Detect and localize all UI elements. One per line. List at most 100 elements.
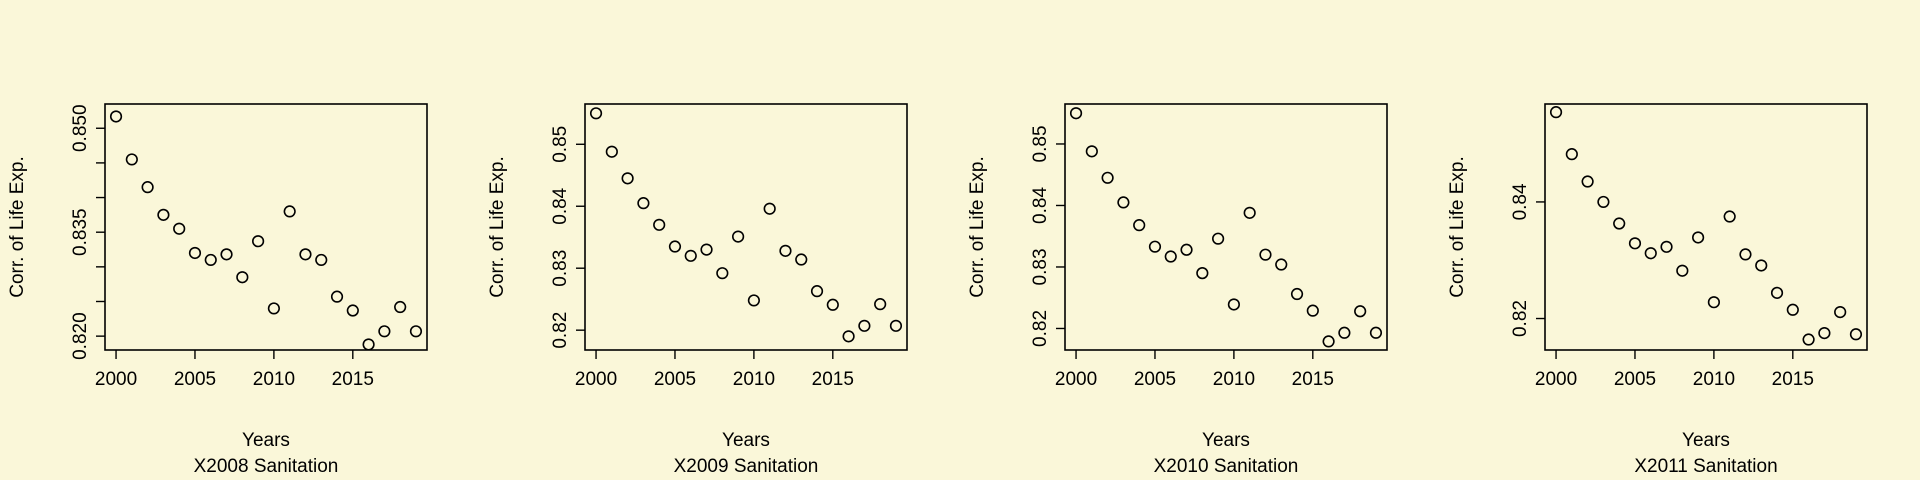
data-point bbox=[1723, 210, 1736, 223]
data-point bbox=[1196, 267, 1209, 280]
data-point bbox=[236, 271, 249, 284]
x-tick-label: 2010 bbox=[1213, 369, 1255, 390]
data-point bbox=[1581, 175, 1594, 188]
data-point bbox=[589, 107, 603, 120]
data-point bbox=[1628, 237, 1642, 250]
data-point bbox=[1338, 326, 1351, 339]
data-point bbox=[1802, 333, 1815, 346]
data-point bbox=[299, 248, 312, 261]
data-point bbox=[1660, 240, 1673, 253]
x-axis-label: Years bbox=[1202, 430, 1250, 451]
data-point bbox=[1786, 303, 1799, 316]
data-point bbox=[826, 298, 839, 311]
y-tick-label: 0.84 bbox=[1510, 183, 1531, 220]
data-point bbox=[173, 222, 186, 235]
y-axis-label: Corr. of Life Exp. bbox=[967, 156, 988, 298]
data-point bbox=[1755, 259, 1768, 272]
y-axis-label: Corr. of Life Exp. bbox=[487, 156, 508, 298]
x-axis-label: Years bbox=[1682, 430, 1730, 451]
y-tick-label: 0.85 bbox=[1030, 125, 1051, 162]
data-point bbox=[1849, 328, 1863, 341]
data-point bbox=[109, 110, 123, 123]
y-tick-label: 0.820 bbox=[70, 312, 91, 360]
data-point bbox=[1676, 264, 1689, 277]
x-tick-label: 2010 bbox=[1693, 369, 1735, 390]
x-tick-label: 2000 bbox=[1535, 369, 1577, 390]
x-tick-label: 2015 bbox=[332, 369, 374, 390]
y-tick-label: 0.835 bbox=[70, 208, 91, 256]
data-point bbox=[1322, 335, 1335, 348]
data-point bbox=[362, 338, 375, 351]
plot-frame bbox=[104, 103, 428, 351]
data-point bbox=[1692, 231, 1705, 244]
x-axis-label: Years bbox=[722, 430, 770, 451]
data-point bbox=[1180, 243, 1193, 256]
data-point bbox=[1613, 217, 1626, 230]
y-tick-label: 0.83 bbox=[550, 250, 571, 287]
data-point bbox=[1739, 248, 1752, 261]
data-point bbox=[668, 240, 682, 253]
data-point bbox=[858, 319, 871, 332]
data-point bbox=[1770, 286, 1784, 299]
data-point bbox=[267, 302, 280, 315]
data-point bbox=[732, 230, 745, 243]
data-point bbox=[1834, 306, 1847, 319]
data-point bbox=[1644, 247, 1657, 260]
x-tick-label: 2005 bbox=[174, 369, 216, 390]
data-point bbox=[763, 202, 776, 215]
data-point bbox=[621, 172, 634, 185]
data-point bbox=[346, 304, 359, 317]
data-point bbox=[1369, 326, 1383, 339]
data-point bbox=[779, 244, 792, 257]
data-point bbox=[1148, 240, 1162, 253]
plot-frame bbox=[1064, 103, 1388, 351]
x-tick-label: 2015 bbox=[812, 369, 854, 390]
x-tick-label: 2005 bbox=[654, 369, 696, 390]
y-tick-label: 0.85 bbox=[550, 126, 571, 163]
data-point bbox=[1306, 304, 1319, 317]
chart-subtitle: X2009 Sanitation bbox=[674, 456, 819, 477]
data-point bbox=[637, 197, 650, 210]
x-tick-label: 2010 bbox=[253, 369, 295, 390]
x-tick-label: 2015 bbox=[1292, 369, 1334, 390]
data-point bbox=[747, 294, 760, 307]
y-tick-label: 0.84 bbox=[550, 187, 571, 224]
chart-subtitle: X2010 Sanitation bbox=[1154, 456, 1299, 477]
data-point bbox=[378, 325, 391, 338]
data-point bbox=[1549, 106, 1563, 119]
data-point bbox=[157, 208, 170, 221]
x-tick-label: 2000 bbox=[95, 369, 137, 390]
y-tick-label: 0.82 bbox=[1030, 310, 1051, 347]
y-tick-label: 0.82 bbox=[550, 312, 571, 349]
y-tick-label: 0.850 bbox=[70, 104, 91, 152]
data-point bbox=[716, 267, 729, 280]
data-point bbox=[409, 325, 423, 338]
data-point bbox=[1133, 219, 1146, 232]
data-point bbox=[204, 253, 217, 267]
data-point bbox=[1212, 232, 1225, 245]
data-point bbox=[252, 235, 265, 248]
data-point bbox=[125, 153, 138, 166]
y-axis-label: Corr. of Life Exp. bbox=[7, 156, 28, 298]
x-tick-label: 2000 bbox=[1055, 369, 1097, 390]
data-point bbox=[795, 253, 808, 266]
data-point bbox=[1354, 305, 1367, 318]
x-tick-label: 2015 bbox=[1772, 369, 1814, 390]
data-point bbox=[1707, 296, 1720, 309]
data-point bbox=[1565, 148, 1578, 161]
data-point bbox=[842, 330, 855, 343]
data-point bbox=[283, 205, 296, 218]
data-point bbox=[1243, 206, 1256, 219]
data-point bbox=[394, 300, 407, 314]
x-tick-label: 2005 bbox=[1134, 369, 1176, 390]
data-point bbox=[874, 298, 887, 311]
data-point bbox=[315, 253, 328, 267]
data-point bbox=[330, 290, 344, 303]
data-point bbox=[1275, 258, 1288, 271]
data-point bbox=[810, 285, 824, 298]
data-point bbox=[1069, 107, 1083, 120]
y-tick-label: 0.82 bbox=[1510, 300, 1531, 337]
x-tick-label: 2010 bbox=[733, 369, 775, 390]
data-point bbox=[1164, 250, 1177, 263]
data-point bbox=[1101, 171, 1114, 184]
